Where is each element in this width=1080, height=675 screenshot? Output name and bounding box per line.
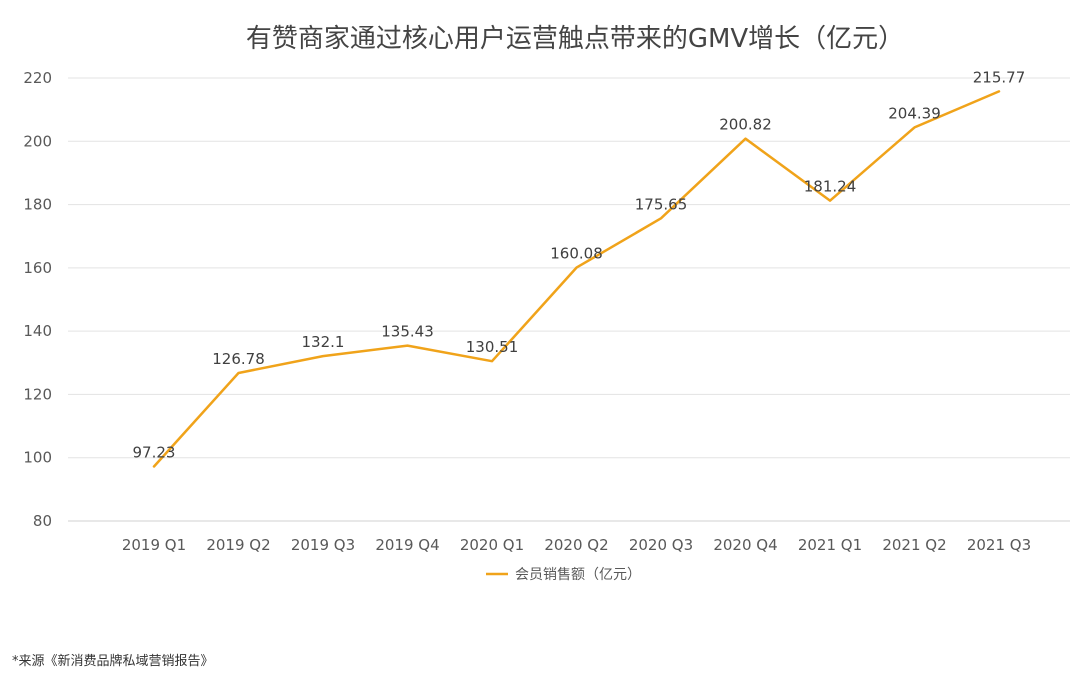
x-tick-label-3: 2019 Q4: [375, 536, 439, 554]
data-label-2: 132.1: [302, 333, 345, 351]
y-tick-label-140: 140: [23, 322, 52, 340]
data-label-5: 160.08: [550, 245, 603, 263]
source-note: *来源《新消费品牌私域营销报告》: [12, 654, 214, 669]
y-axis-ticks: 80 100 120 140 160 180 200 220: [23, 69, 52, 530]
y-tick-label-180: 180: [23, 196, 52, 214]
y-tick-label-220: 220: [23, 69, 52, 87]
x-tick-label-2: 2019 Q3: [291, 536, 355, 554]
x-tick-label-5: 2020 Q2: [544, 536, 608, 554]
x-tick-label-4: 2020 Q1: [460, 536, 524, 554]
y-tick-label-200: 200: [23, 132, 52, 150]
y-tick-label-100: 100: [23, 449, 52, 467]
legend: 会员销售额（亿元）: [486, 567, 641, 583]
data-labels: 97.23 126.78 132.1 135.43 130.51 160.08 175.65…: [133, 68, 1026, 461]
legend-label: 会员销售额（亿元）: [515, 567, 641, 583]
x-tick-label-7: 2020 Q4: [713, 536, 777, 554]
y-tick-label-80: 80: [33, 512, 52, 530]
chart-title: 有赞商家通过核心用户运营触点带来的GMV增长（亿元）: [246, 24, 904, 54]
y-tick-label-120: 120: [23, 385, 52, 403]
data-label-1: 126.78: [212, 350, 265, 368]
gridlines: [68, 77, 1070, 522]
data-label-9: 204.39: [888, 104, 941, 122]
data-label-10: 215.77: [973, 68, 1026, 86]
data-label-4: 130.51: [466, 338, 519, 356]
x-tick-label-6: 2020 Q3: [629, 536, 693, 554]
x-axis-ticks: 2019 Q1 2019 Q2 2019 Q3 2019 Q4 2020 Q1 2020 …: [122, 536, 1031, 554]
x-tick-label-9: 2021 Q2: [882, 536, 946, 554]
x-tick-label-10: 2021 Q3: [967, 536, 1031, 554]
y-tick-label-160: 160: [23, 259, 52, 277]
data-label-7: 200.82: [719, 116, 772, 134]
data-label-6: 175.65: [635, 195, 688, 213]
x-tick-label-8: 2021 Q1: [798, 536, 862, 554]
series-group: [152, 90, 1001, 468]
data-label-8: 181.24: [804, 178, 857, 196]
data-label-3: 135.43: [381, 323, 434, 341]
x-tick-label-1: 2019 Q2: [206, 536, 270, 554]
series-line-0: [152, 90, 1001, 468]
data-label-0: 97.23: [133, 443, 176, 461]
x-tick-label-0: 2019 Q1: [122, 536, 186, 554]
